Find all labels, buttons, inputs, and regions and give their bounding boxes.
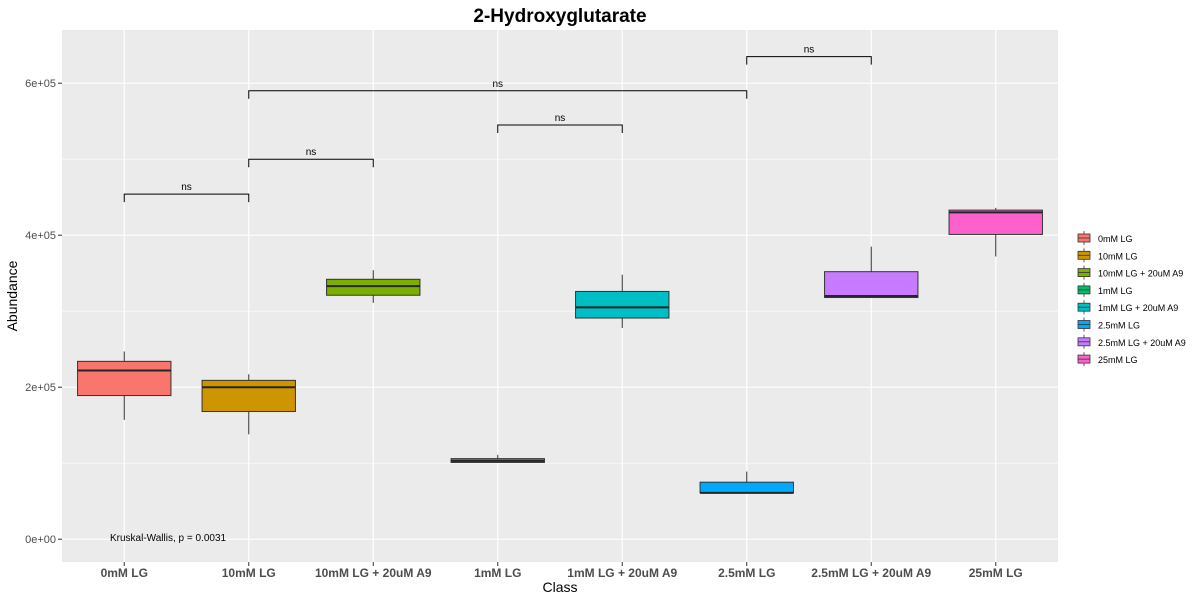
box-5 bbox=[699, 471, 794, 494]
x-axis-title: Class bbox=[542, 579, 577, 595]
comparison-bracket: ns bbox=[746, 45, 872, 65]
legend-label: 2.5mM LG + 20uM A9 bbox=[1098, 338, 1186, 348]
box-body bbox=[77, 360, 172, 397]
legend-label: 0mM LG bbox=[1098, 234, 1133, 244]
box-body bbox=[948, 209, 1043, 235]
x-tick-label: 2.5mM LG + 20uM A9 bbox=[811, 566, 931, 580]
significance-label: ns bbox=[181, 182, 192, 193]
significance-label: ns bbox=[804, 45, 815, 56]
comparison-brackets: ns ns ns ns ns bbox=[123, 45, 872, 203]
legend-label: 2.5mM LG bbox=[1098, 321, 1140, 331]
box-1 bbox=[201, 374, 296, 435]
bracket-line bbox=[248, 90, 748, 99]
legend-item: 1mM LG bbox=[1077, 282, 1133, 297]
legend-item: 2.5mM LG + 20uM A9 bbox=[1077, 334, 1186, 349]
y-tick-label: 4e+05 bbox=[25, 230, 56, 242]
box-3 bbox=[450, 454, 545, 463]
significance-label: ns bbox=[555, 113, 566, 124]
bracket-line bbox=[248, 158, 374, 168]
x-tick-label: 10mM LG bbox=[222, 566, 276, 580]
y-tick-label: 0e+00 bbox=[25, 534, 56, 546]
legend-item: 0mM LG bbox=[1077, 231, 1133, 245]
legend: 0mM LG 10mM LG 10mM LG + 20uM A9 1mM LG 1mM … bbox=[1077, 231, 1186, 367]
legend-item: 2.5mM LG bbox=[1077, 317, 1140, 332]
y-tick-label: 6e+05 bbox=[25, 78, 56, 90]
comparison-bracket: ns bbox=[497, 113, 623, 133]
significance-label: ns bbox=[492, 79, 503, 90]
x-tick-label: 1mM LG bbox=[474, 566, 521, 580]
comparison-bracket: ns bbox=[123, 182, 250, 203]
box-6 bbox=[824, 246, 919, 299]
box-0 bbox=[77, 351, 172, 420]
x-tick-label: 10mM LG + 20uM A9 bbox=[315, 566, 432, 580]
legend-item: 10mM LG + 20uM A9 bbox=[1077, 265, 1183, 280]
legend-label: 1mM LG bbox=[1098, 286, 1133, 296]
x-tick-label: 2.5mM LG bbox=[718, 566, 775, 580]
legend-label: 1mM LG + 20uM A9 bbox=[1098, 303, 1178, 313]
boxes bbox=[77, 207, 1043, 494]
box-2 bbox=[326, 270, 421, 303]
x-tick-label: 0mM LG bbox=[101, 566, 148, 580]
legend-item: 25mM LG bbox=[1077, 352, 1138, 367]
box-7 bbox=[948, 207, 1043, 257]
legend-item: 10mM LG bbox=[1077, 248, 1138, 263]
x-tick-label: 25mM LG bbox=[969, 566, 1023, 580]
box-body bbox=[699, 481, 794, 494]
bracket-line bbox=[746, 56, 872, 65]
chart-title: 2-Hydroxyglutarate bbox=[473, 6, 646, 27]
legend-label: 10mM LG + 20uM A9 bbox=[1098, 269, 1183, 279]
x-tick-label: 1mM LG + 20uM A9 bbox=[567, 566, 677, 580]
significance-label: ns bbox=[306, 147, 317, 158]
bracket-line bbox=[497, 124, 623, 133]
comparison-bracket: ns bbox=[248, 79, 748, 99]
legend-item: 1mM LG + 20uM A9 bbox=[1077, 300, 1178, 315]
box-body bbox=[201, 379, 296, 413]
box-body bbox=[326, 278, 421, 296]
bracket-line bbox=[123, 193, 250, 203]
y-tick-label: 2e+05 bbox=[25, 382, 56, 394]
box-4 bbox=[575, 274, 670, 328]
axes: 0e+00 2e+05 4e+05 6e+05 0mM LG 10mM LG 10mM LG… bbox=[25, 78, 1023, 580]
kruskal-wallis-annotation: Kruskal-Wallis, p = 0.0031 bbox=[110, 533, 227, 544]
comparison-bracket: ns bbox=[248, 147, 374, 168]
y-axis-title: Abundance bbox=[4, 260, 20, 331]
box-body bbox=[575, 290, 670, 319]
legend-label: 25mM LG bbox=[1098, 355, 1138, 365]
box-body bbox=[824, 271, 919, 299]
legend-label: 10mM LG bbox=[1098, 251, 1138, 261]
